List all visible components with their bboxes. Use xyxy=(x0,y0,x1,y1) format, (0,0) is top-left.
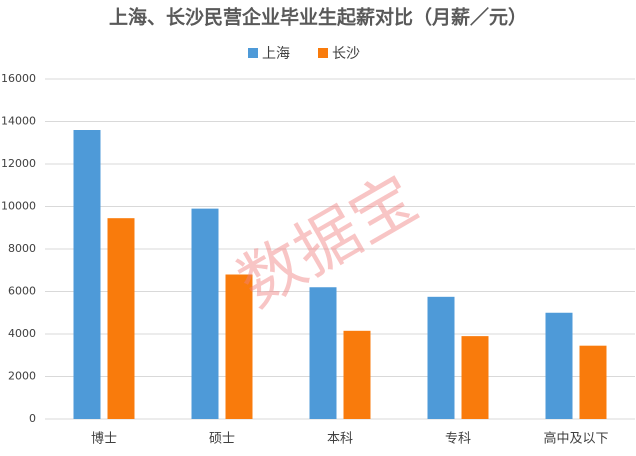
bar xyxy=(107,218,135,419)
bar xyxy=(225,274,253,419)
legend-label: 长沙 xyxy=(332,46,360,62)
y-tick-label: 12000 xyxy=(1,157,36,170)
bar xyxy=(343,330,371,419)
y-tick-label: 16000 xyxy=(1,72,36,85)
y-tick-label: 0 xyxy=(29,412,36,425)
bar xyxy=(579,345,607,419)
legend-swatch xyxy=(248,48,258,58)
x-tick-label: 高中及以下 xyxy=(543,431,608,447)
bar xyxy=(191,208,219,419)
bar xyxy=(73,130,101,419)
y-tick-label: 10000 xyxy=(1,200,36,213)
y-tick-label: 4000 xyxy=(8,327,36,340)
legend-label: 上海 xyxy=(262,46,290,62)
legend-swatch xyxy=(318,48,328,58)
y-tick-label: 6000 xyxy=(8,285,36,298)
x-tick-label: 硕士 xyxy=(209,432,235,447)
x-tick-label: 博士 xyxy=(91,432,117,447)
y-tick-label: 8000 xyxy=(8,242,36,255)
bar xyxy=(545,312,573,419)
y-tick-label: 2000 xyxy=(8,370,36,383)
x-tick-label: 专科 xyxy=(445,432,471,447)
bar xyxy=(461,336,489,419)
bar xyxy=(309,287,337,419)
bar xyxy=(427,296,455,419)
y-tick-label: 14000 xyxy=(1,115,36,128)
chart-title: 上海、长沙民营企业毕业生起薪对比（月薪／元） xyxy=(109,6,527,29)
x-tick-label: 本科 xyxy=(327,432,353,447)
